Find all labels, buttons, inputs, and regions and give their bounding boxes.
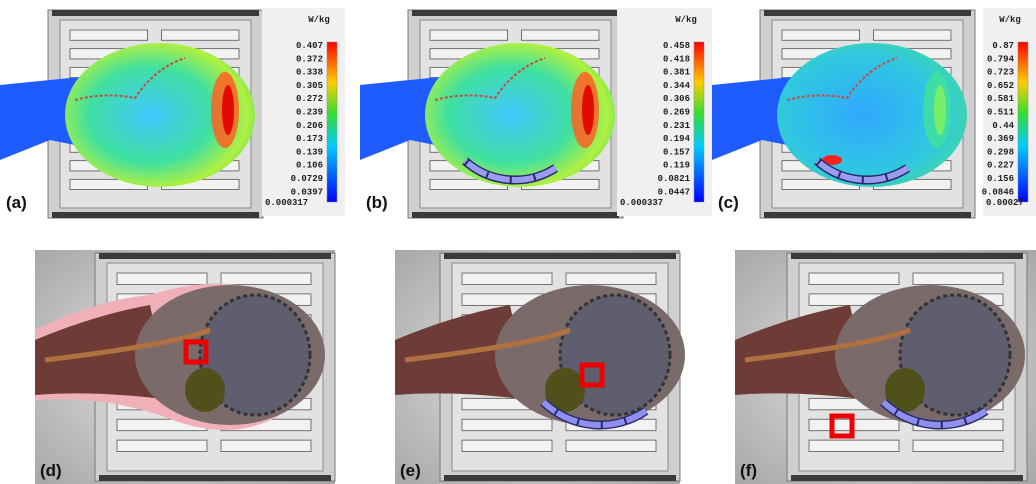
colorbar-label: 0.305	[296, 81, 323, 91]
device-bar	[52, 10, 259, 16]
figure: W/kg 0.407 0.372 0.338 0.305 0.272 0.239 0.206 0…	[0, 0, 1036, 484]
slot	[913, 273, 1003, 284]
colorbar-unit: W/kg	[308, 15, 330, 25]
colorbar-label: 0.000337	[620, 198, 663, 208]
colorbar-label: 0.369	[987, 134, 1014, 144]
device-bar	[412, 212, 619, 218]
colorbar-label: 0.723	[987, 68, 1014, 78]
colorbar-label: 0.407	[296, 41, 323, 51]
slot	[117, 440, 207, 451]
slot	[70, 30, 148, 40]
colorbar-label: 0.44	[992, 121, 1014, 131]
colorbar-label: 0.0821	[658, 174, 691, 184]
panel-label: (d)	[40, 461, 62, 480]
device-bar	[444, 475, 676, 481]
sar-hotspot	[582, 85, 594, 135]
device-bar	[412, 10, 619, 16]
colorbar-label: 0.00027	[986, 198, 1024, 208]
colorbar-label: 0.0447	[658, 187, 690, 197]
panel-label: (a)	[6, 193, 27, 212]
slot	[874, 30, 952, 40]
colorbar-label: 0.173	[296, 134, 323, 144]
colorbar	[694, 42, 704, 202]
slot	[809, 273, 899, 284]
device-bar	[791, 253, 1023, 259]
colorbar-label: 0.794	[987, 54, 1015, 64]
colorbar-label: 0.231	[663, 121, 691, 131]
colorbar-label: 0.156	[987, 174, 1014, 184]
device-bar	[99, 253, 331, 259]
colorbar-unit: W/kg	[675, 15, 697, 25]
device-bar	[764, 10, 971, 16]
slot	[782, 30, 860, 40]
slot	[522, 30, 600, 40]
colorbar-label: 0.458	[663, 41, 690, 51]
slot	[566, 440, 656, 451]
colorbar-label: 0.511	[987, 108, 1015, 118]
colorbar-label: 0.0729	[291, 174, 323, 184]
colorbar-label: 0.338	[296, 68, 323, 78]
colorbar-label: 0.344	[663, 81, 691, 91]
colorbar-label: 0.298	[987, 147, 1014, 157]
colorbar-label: 0.157	[663, 147, 690, 157]
device-bar	[99, 475, 331, 481]
colorbar-label: 0.239	[296, 108, 323, 118]
slot	[221, 273, 311, 284]
sar-hotspot	[934, 85, 946, 135]
colorbar-label: 0.119	[663, 161, 690, 171]
slot	[913, 440, 1003, 451]
colorbar-label: 0.306	[663, 94, 690, 104]
slot	[162, 30, 240, 40]
colorbar-label: 0.581	[987, 94, 1015, 104]
slot	[430, 30, 508, 40]
panel-label: (f)	[740, 461, 757, 480]
colorbar-label: 0.418	[663, 54, 690, 64]
sar-hotspot	[222, 85, 234, 135]
colorbar-label: 0.372	[296, 54, 323, 64]
slot	[462, 440, 552, 451]
slot	[566, 273, 656, 284]
device-bar	[791, 475, 1023, 481]
colorbar-label: 0.227	[987, 161, 1014, 171]
colorbar-label: 0.0397	[291, 187, 323, 197]
slot	[462, 273, 552, 284]
colorbar-label: 0.139	[296, 147, 323, 157]
colorbar-label: 0.272	[296, 94, 323, 104]
colorbar-label: 0.000317	[265, 198, 308, 208]
slot	[117, 273, 207, 284]
colorbar	[1018, 42, 1028, 202]
colorbar-label: 0.106	[296, 161, 323, 171]
panel-label: (e)	[400, 461, 421, 480]
device-bar	[764, 212, 971, 218]
colorbar	[327, 42, 337, 202]
colorbar-label: 0.381	[663, 68, 691, 78]
colorbar-label: 0.87	[992, 41, 1014, 51]
panel-label: (b)	[366, 193, 388, 212]
device-bar	[52, 212, 259, 218]
slot	[462, 419, 552, 430]
cerebellum	[185, 368, 225, 412]
colorbar-label: 0.269	[663, 108, 690, 118]
slot	[221, 440, 311, 451]
colorbar-unit: W/kg	[999, 15, 1021, 25]
colorbar-label: 0.194	[663, 134, 691, 144]
slot	[809, 440, 899, 451]
panel-label: (c)	[718, 193, 739, 212]
device-bar	[444, 253, 676, 259]
colorbar-label: 0.206	[296, 121, 323, 131]
colorbar-label: 0.0846	[982, 187, 1014, 197]
colorbar-label: 0.652	[987, 81, 1014, 91]
